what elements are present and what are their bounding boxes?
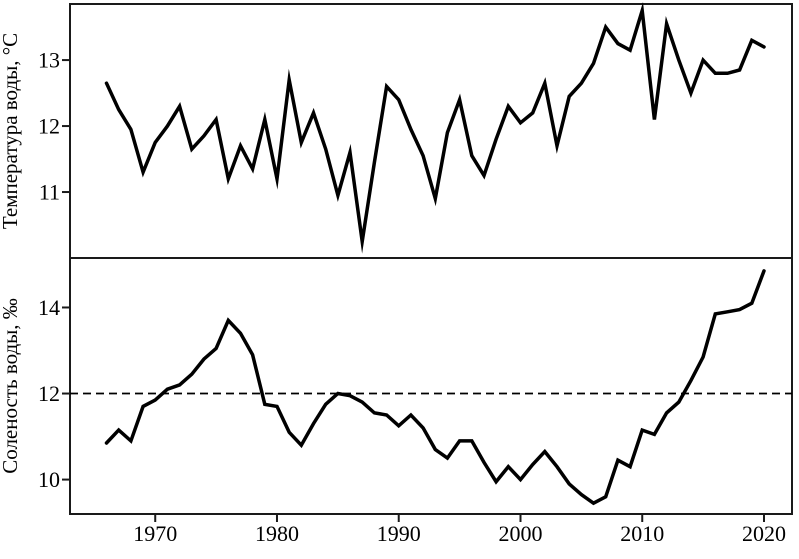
y-tick-label-bottom: 12 (38, 381, 60, 406)
x-tick-label: 2010 (620, 521, 664, 546)
chart-line-temperature (104, 2, 766, 254)
chart-line-salinity (104, 269, 766, 506)
y-tick-label-bottom: 14 (38, 295, 60, 320)
y-axis-title-top: Температура воды, °C (0, 33, 22, 229)
x-tick-label: 2000 (498, 521, 542, 546)
panel-border-bottom (69, 257, 793, 515)
y-axis-title-bottom: Соленость воды, ‰ (0, 298, 22, 474)
x-tick-label: 1980 (255, 521, 299, 546)
panel-border-top (69, 3, 793, 259)
x-tick-label: 1990 (377, 521, 421, 546)
y-tick-label-top: 12 (38, 114, 60, 139)
y-tick-label-top: 13 (38, 48, 60, 73)
x-tick-label: 1970 (133, 521, 177, 546)
y-tick-label-top: 11 (39, 180, 60, 205)
x-tick-label: 2020 (742, 521, 786, 546)
y-tick-label-bottom: 10 (38, 467, 60, 492)
